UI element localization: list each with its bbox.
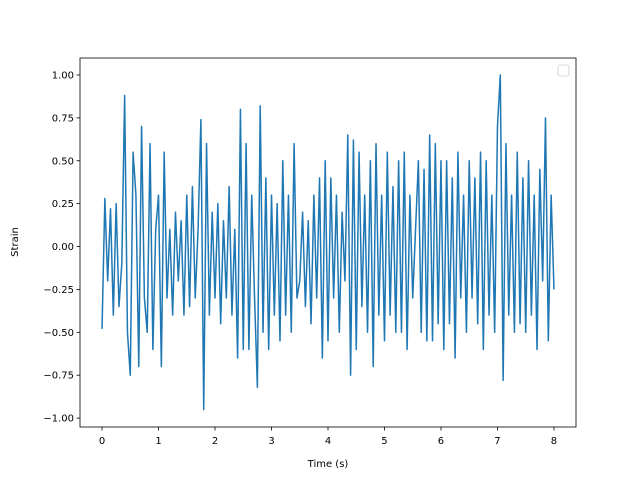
x-tick-label: 2 — [212, 436, 218, 447]
x-tick-label: 3 — [268, 436, 274, 447]
data-line — [101, 74, 555, 411]
y-tick-label: 0.75 — [52, 113, 74, 124]
x-tick-label: 6 — [438, 436, 444, 447]
legend-box — [557, 64, 570, 77]
x-tick-label: 7 — [494, 436, 500, 447]
y-tick-label: 0.25 — [52, 199, 74, 210]
x-tick-label: 4 — [325, 436, 331, 447]
x-tick-label: 8 — [551, 436, 557, 447]
y-tick-label: −0.25 — [43, 285, 74, 296]
y-tick-label: −0.75 — [43, 371, 74, 382]
x-tick-label: 1 — [155, 436, 161, 447]
y-axis-label: Strain — [10, 227, 21, 257]
x-tick-label: 5 — [381, 436, 387, 447]
x-axis-label: Time (s) — [307, 459, 349, 470]
y-tick-label: −0.50 — [43, 328, 74, 339]
y-tick-label: 1.00 — [52, 70, 74, 81]
y-tick-label: 0.50 — [52, 156, 74, 167]
x-tick-label: 0 — [99, 436, 105, 447]
y-tick-label: 0.00 — [52, 242, 74, 253]
y-tick-label: −1.00 — [43, 414, 74, 425]
